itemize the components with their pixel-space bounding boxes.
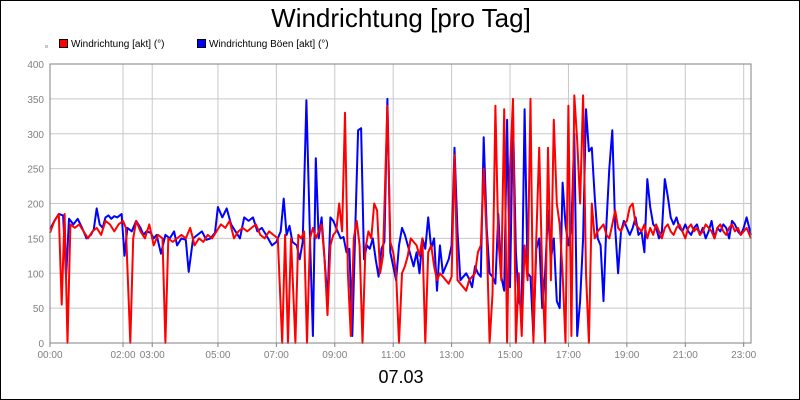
y-tick-label: 50 bbox=[33, 304, 45, 315]
x-tick-label: 17:00 bbox=[556, 350, 581, 361]
y-tick-label: 0 bbox=[38, 339, 44, 350]
x-axis-label: 07.03 bbox=[378, 367, 424, 387]
x-tick-label: 11:00 bbox=[381, 350, 406, 361]
legend-label-boeen: Windrichtung Böen [akt] (°) bbox=[209, 39, 329, 50]
x-tick-label: 05:00 bbox=[205, 350, 230, 361]
y-tick-label: 200 bbox=[27, 200, 44, 211]
series-line-1 bbox=[49, 94, 752, 344]
legend-label-windrichtung: Windrichtung [akt] (°) bbox=[71, 39, 165, 50]
legend-swatch-blue bbox=[197, 38, 206, 48]
legend-marker-dot bbox=[45, 45, 48, 48]
x-tick-label: 00:00 bbox=[37, 350, 62, 361]
x-tick-label: 15:00 bbox=[498, 350, 523, 361]
y-tick-label: 150 bbox=[27, 234, 44, 245]
y-tick-label: 250 bbox=[27, 165, 44, 176]
legend-swatch-red bbox=[59, 38, 68, 48]
chart-title: Windrichtung [pro Tag] bbox=[271, 3, 531, 33]
y-tick-label: 300 bbox=[27, 130, 44, 141]
x-tick-label: 02:00 bbox=[111, 350, 136, 361]
x-tick-label: 21:00 bbox=[673, 350, 698, 361]
legend-item-boeen: Windrichtung Böen [akt] (°) bbox=[197, 38, 329, 50]
x-tick-label: 23:00 bbox=[731, 350, 756, 361]
x-tick-label: 07:00 bbox=[264, 350, 289, 361]
x-tick-label: 13:00 bbox=[439, 350, 464, 361]
x-tick-label: 19:00 bbox=[614, 350, 639, 361]
y-tick-label: 350 bbox=[27, 95, 44, 106]
plot-border bbox=[49, 63, 752, 344]
legend-item-windrichtung: Windrichtung [akt] (°) bbox=[59, 38, 165, 50]
y-tick-label: 400 bbox=[27, 60, 44, 71]
y-tick-label: 100 bbox=[27, 269, 44, 280]
x-tick-label: 09:00 bbox=[322, 350, 347, 361]
x-tick-label: 03:00 bbox=[140, 350, 165, 361]
